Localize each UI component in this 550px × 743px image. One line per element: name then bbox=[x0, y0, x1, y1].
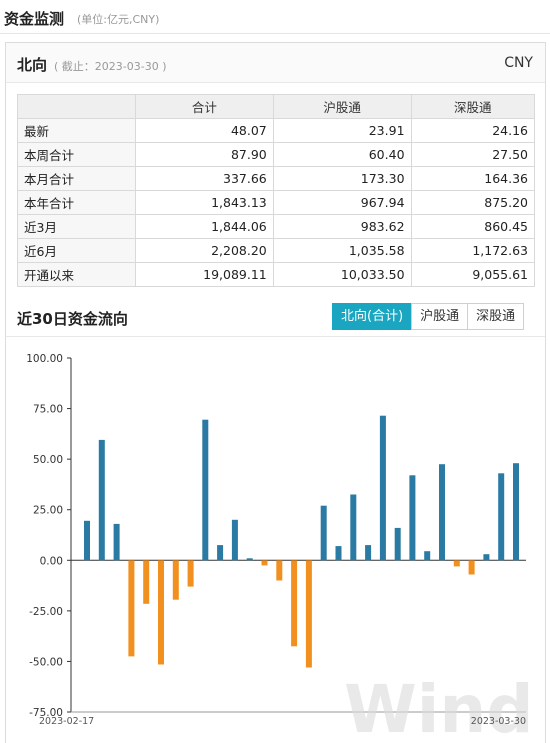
flow-bar[interactable] bbox=[394, 527, 401, 561]
table-header-row: 合计 沪股通 深股通 bbox=[17, 94, 536, 119]
flow-bar-chart: 100.00 75.00 50.00 25.00 0.00 -25.00 -50.00 -75… bbox=[26, 353, 534, 743]
cell-sh: 10,033.50 bbox=[272, 262, 412, 287]
cell-sh: 60.40 bbox=[272, 142, 412, 167]
cell-sz: 875.20 bbox=[410, 190, 536, 215]
row-label: 最新 bbox=[17, 118, 136, 143]
cell-sz: 860.45 bbox=[410, 214, 536, 239]
flow-bar[interactable] bbox=[143, 560, 150, 604]
flow-bar[interactable] bbox=[261, 560, 268, 566]
table-row: 近6月 2,208.20 1,035.58 1,172.63 bbox=[17, 238, 536, 263]
y-tick-label: 100.00 bbox=[26, 353, 63, 365]
cell-sh: 1,035.58 bbox=[272, 238, 412, 263]
page-title: 资金监测 bbox=[4, 10, 65, 28]
y-tick-label: 25.00 bbox=[33, 505, 63, 517]
flow-bar[interactable] bbox=[453, 560, 460, 567]
flow-bar[interactable] bbox=[291, 560, 298, 647]
flow-bar[interactable] bbox=[424, 551, 431, 561]
table-row: 本月合计 337.66 173.30 164.36 bbox=[17, 166, 536, 191]
flow-bar[interactable] bbox=[483, 554, 490, 561]
flow-bar[interactable] bbox=[335, 546, 342, 561]
cell-total: 2,208.20 bbox=[135, 238, 274, 263]
cell-sz: 164.36 bbox=[410, 166, 536, 191]
tab-shenzhen-connect[interactable]: 深股通 bbox=[467, 303, 525, 330]
header-cell-sh: 沪股通 bbox=[272, 94, 412, 119]
cell-sh: 23.91 bbox=[272, 118, 412, 143]
flow-bar[interactable] bbox=[409, 475, 416, 561]
cell-sz: 1,172.63 bbox=[410, 238, 536, 263]
cell-sz: 9,055.61 bbox=[410, 262, 536, 287]
unit-note: (单位:亿元,CNY) bbox=[77, 13, 160, 26]
table-row: 开通以来 19,089.11 10,033.50 9,055.61 bbox=[17, 262, 536, 287]
y-tick-label: -25.00 bbox=[29, 606, 63, 618]
flow-bar[interactable] bbox=[158, 560, 164, 665]
flow-tabs: 北向(合计) 沪股通 深股通 bbox=[332, 303, 525, 330]
header-cell-blank bbox=[17, 94, 136, 119]
y-tick-label: -50.00 bbox=[29, 656, 63, 668]
y-tick-label: 75.00 bbox=[33, 404, 63, 416]
cell-sz: 24.16 bbox=[410, 118, 536, 143]
flow-bar[interactable] bbox=[365, 545, 372, 561]
flow-bar[interactable] bbox=[379, 415, 386, 561]
flow-bar[interactable] bbox=[202, 419, 209, 561]
flow-bar[interactable] bbox=[231, 519, 238, 561]
flow-bar[interactable] bbox=[498, 473, 505, 561]
tab-shanghai-connect[interactable]: 沪股通 bbox=[411, 303, 469, 330]
currency-label: CNY bbox=[504, 55, 533, 71]
wind-watermark: Wind bbox=[344, 671, 534, 743]
flow-section-title: 近30日资金流向 bbox=[17, 310, 128, 328]
cell-total: 19,089.11 bbox=[135, 262, 274, 287]
x-end-date-label: 2023-03-30 bbox=[471, 716, 526, 727]
y-tick-label: -75.00 bbox=[29, 707, 63, 719]
flow-bar[interactable] bbox=[320, 505, 327, 561]
row-label: 近6月 bbox=[17, 238, 136, 263]
flow-bar[interactable] bbox=[172, 560, 179, 600]
cell-sz: 27.50 bbox=[410, 142, 536, 167]
flow-bar[interactable] bbox=[468, 560, 475, 575]
cell-sh: 983.62 bbox=[272, 214, 412, 239]
flow-bar[interactable] bbox=[276, 560, 283, 581]
flow-bar[interactable] bbox=[217, 545, 224, 561]
flow-chart-area: 100.00 75.00 50.00 25.00 0.00 -25.00 -50.00 -75… bbox=[6, 336, 545, 743]
row-label: 本年合计 bbox=[17, 190, 136, 215]
northbound-panel: 北向 ( 截止：2023-03-30 ) CNY 合计 沪股通 深股通 最新 4… bbox=[5, 42, 546, 743]
flow-bar[interactable] bbox=[350, 494, 357, 561]
table-row: 最新 48.07 23.91 24.16 bbox=[17, 118, 536, 143]
flow-bar[interactable] bbox=[439, 464, 445, 561]
header-cell-sz: 深股通 bbox=[410, 94, 536, 119]
cell-sh: 967.94 bbox=[272, 190, 412, 215]
flow-bar[interactable] bbox=[187, 560, 194, 587]
y-tick-label: 50.00 bbox=[33, 454, 63, 466]
cell-total: 1,844.06 bbox=[135, 214, 274, 239]
cell-sh: 173.30 bbox=[272, 166, 412, 191]
flow-bar[interactable] bbox=[113, 523, 120, 561]
table-row: 近3月 1,844.06 983.62 860.45 bbox=[17, 214, 536, 239]
cell-total: 48.07 bbox=[135, 118, 274, 143]
cell-total: 337.66 bbox=[135, 166, 274, 191]
y-tick-label: 0.00 bbox=[40, 555, 63, 567]
table-row: 本周合计 87.90 60.40 27.50 bbox=[17, 142, 536, 167]
panel-date-note: ( 截止：2023-03-30 ) bbox=[54, 60, 167, 73]
panel-header: 北向 ( 截止：2023-03-30 ) CNY bbox=[6, 43, 545, 83]
flow-bar[interactable] bbox=[84, 520, 90, 561]
table-row: 本年合计 1,843.13 967.94 875.20 bbox=[17, 190, 536, 215]
x-start-date-label: 2023-02-17 bbox=[39, 716, 94, 727]
flow-summary-table: 合计 沪股通 深股通 最新 48.07 23.91 24.16 本周合计 87.… bbox=[17, 94, 536, 287]
flow-bar[interactable] bbox=[513, 463, 519, 561]
row-label: 开通以来 bbox=[17, 262, 136, 287]
flow-bar[interactable] bbox=[305, 560, 312, 668]
flow-bar[interactable] bbox=[128, 560, 135, 657]
row-label: 本月合计 bbox=[17, 166, 136, 191]
panel-title: 北向 bbox=[17, 56, 48, 74]
row-label: 本周合计 bbox=[17, 142, 136, 167]
flow-bar[interactable] bbox=[98, 439, 105, 561]
cell-total: 1,843.13 bbox=[135, 190, 274, 215]
flow-bar[interactable] bbox=[246, 558, 253, 561]
cell-total: 87.90 bbox=[135, 142, 274, 167]
row-label: 近3月 bbox=[17, 214, 136, 239]
tab-northbound-total[interactable]: 北向(合计) bbox=[332, 303, 413, 330]
top-bar: 资金监测 (单位:亿元,CNY) bbox=[0, 0, 550, 34]
header-cell-total: 合计 bbox=[135, 94, 274, 119]
